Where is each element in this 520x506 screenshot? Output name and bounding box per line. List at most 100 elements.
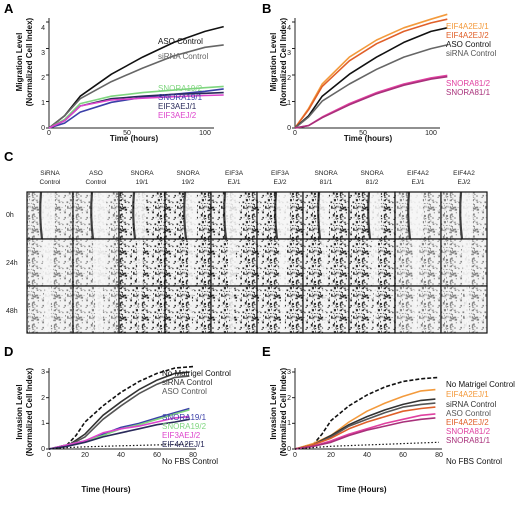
scratch-image [164, 238, 212, 287]
scratch-image [348, 285, 396, 334]
col-header-6-line1: EIF3A [271, 170, 290, 177]
panel-e-ytick-1: 1 [287, 420, 291, 427]
panel-e-ytick-3: 3 [287, 369, 291, 376]
panel-a-ylabel-2: (Normalized Cell Index) [25, 17, 34, 106]
col-header-9-line2: EJ/1 [411, 179, 424, 186]
panel-e-legend-no-matrigel-control: No Matrigel Control [446, 380, 515, 389]
panel-d-letter: D [4, 344, 13, 359]
panel-c-column-headers: SiRNA Control ASO Control SNORA 19/1 SNO… [40, 170, 476, 186]
series-line-aso-control [294, 27, 448, 129]
panel-e-xtick-1: 20 [327, 452, 335, 459]
scratch-image [72, 191, 120, 240]
panel-a-lines [48, 25, 224, 129]
panel-b-xtick-0: 0 [293, 130, 297, 137]
panel-d: D Invasion Level (Normalized Cell Index)… [4, 344, 231, 494]
scratch-image [164, 191, 212, 240]
scratch-image [26, 238, 74, 287]
panel-e-xtick-2: 40 [363, 452, 371, 459]
panel-d-legend: No Matrigel Control siRNA Control ASO Co… [162, 369, 231, 466]
scratch-image [118, 285, 166, 334]
scratch-image [302, 238, 350, 287]
series-line-no-matrigel-control [48, 365, 194, 450]
panel-e-axes [292, 368, 442, 450]
panel-a-xtick-0: 0 [47, 130, 51, 137]
col-header-10-line2: EJ/2 [457, 179, 470, 186]
panel-d-ytick-1: 1 [41, 420, 45, 427]
panel-a-legend-sirna-control: siRNA Control [158, 52, 208, 61]
panel-b-letter: B [262, 1, 271, 16]
scratch-image [348, 238, 396, 287]
col-header-5-line2: EJ/1 [227, 179, 240, 186]
col-header-7-line1: SNORA [314, 170, 338, 177]
panel-a-letter: A [4, 1, 14, 16]
panel-a-xtick-1: 50 [123, 130, 131, 137]
panel-a-legend: ASO Control siRNA Control SNORA19/2 SNOR… [158, 37, 208, 120]
panel-d-ylabel-1: Invasion Level [15, 384, 24, 439]
panel-a-legend-eif3aej-2: EIF3AEJ/2 [158, 111, 197, 120]
series-line-eif4a2ej-1 [294, 13, 448, 129]
panel-d-xtick-3: 60 [153, 452, 161, 459]
col-header-5-line1: EIF3A [225, 170, 244, 177]
panel-d-xtick-2: 40 [117, 452, 125, 459]
panel-a-xtick-2: 100 [199, 130, 211, 137]
scratch-image [348, 191, 396, 240]
scratch-image [394, 191, 442, 240]
panel-d-legend-eif4a2ej-1: EIF4A2EJ/1 [162, 440, 205, 449]
panel-a-legend-eif3aej-1: EIF3AEJ/1 [158, 102, 197, 111]
col-header-1-line1: SiRNA [40, 170, 60, 177]
panel-b-xlabel: Time (hours) [344, 134, 393, 143]
panel-b-xtick-1: 50 [359, 130, 367, 137]
panel-d-legend-snora19-2: SNORA19/2 [162, 422, 207, 431]
panel-a-ytick-0: 0 [41, 125, 45, 132]
panel-d-legend-snora19-1: SNORA19/1 [162, 413, 207, 422]
panel-a-xlabel: Time (hours) [110, 134, 159, 143]
panel-b-legend-aso-control: ASO Control [446, 40, 491, 49]
panel-e-legend-eif4a2ej-1: EIF4A2EJ/1 [446, 390, 489, 399]
series-line-eif4a2ej-2 [294, 406, 436, 450]
scratch-image [256, 191, 304, 240]
scratch-image [256, 238, 304, 287]
panel-d-xtick-0: 0 [47, 452, 51, 459]
col-header-9-line1: EIF4A2 [407, 170, 429, 177]
scratch-image [302, 285, 350, 334]
panel-c-row-labels: 0h 24h 48h [6, 212, 18, 315]
series-line-sirna-control [48, 44, 224, 129]
panel-e-ytick-2: 2 [287, 395, 291, 402]
panel-d-ylabel-2: (Normalized Cell Index) [25, 367, 34, 456]
panel-d-xlabel: Time (Hours) [81, 485, 131, 494]
panel-e-ylabel-2: (Normalized Cell Index) [279, 367, 288, 456]
panel-e-ytick-0: 0 [287, 446, 291, 453]
col-header-1-line2: Control [40, 179, 62, 186]
panel-e-legend: No Matrigel Control EIF4A2EJ/1 siRNA Con… [446, 380, 515, 466]
panel-d-ytick-0: 0 [41, 446, 45, 453]
panel-b: B Migration Level (Normalized Cell Index… [262, 1, 496, 143]
panel-e: E Invasion Level (Normalized Cell Index)… [262, 344, 515, 494]
panel-b-ylabel-1: Migration Level [269, 33, 278, 92]
scratch-image [256, 285, 304, 334]
panel-e-legend-aso-control: ASO Control [446, 409, 491, 418]
series-line-no-fbs-control [48, 443, 194, 450]
panel-a-axes [46, 18, 214, 129]
panel-e-xtick-3: 60 [399, 452, 407, 459]
panel-b-ticks: 0 1 2 3 4 0 50 100 [287, 25, 437, 137]
panel-b-legend-eif4a2ej-1: EIF4A2EJ/1 [446, 22, 489, 31]
series-line-snora81-1 [294, 75, 448, 129]
row-label-0h: 0h [6, 212, 14, 219]
col-header-2-line1: ASO [89, 170, 103, 177]
panel-e-legend-eif4a2ej-2: EIF4A2EJ/2 [446, 418, 489, 427]
panel-a-ytick-3: 3 [41, 50, 45, 57]
panel-e-legend-sirna-control: siRNA Control [446, 400, 496, 409]
panel-d-ticks: 0 1 2 3 0 20 40 60 80 [41, 369, 197, 459]
panel-e-xtick-4: 80 [435, 452, 443, 459]
panel-d-legend-eif3aej-2: EIF3AEJ/2 [162, 431, 201, 440]
panel-b-ytick-1: 1 [287, 100, 291, 107]
panel-e-ylabel-1: Invasion Level [269, 384, 278, 439]
panel-a-ylabel-1: Migration Level [15, 33, 24, 92]
scratch-image [440, 191, 488, 240]
scratch-image [26, 191, 74, 240]
panel-e-xlabel: Time (Hours) [337, 485, 387, 494]
panel-d-legend-no-fbs-control: No FBS Control [162, 457, 218, 466]
row-label-48h: 48h [6, 308, 18, 315]
panel-b-ylabel-2: (Normalized Cell Index) [279, 17, 288, 106]
